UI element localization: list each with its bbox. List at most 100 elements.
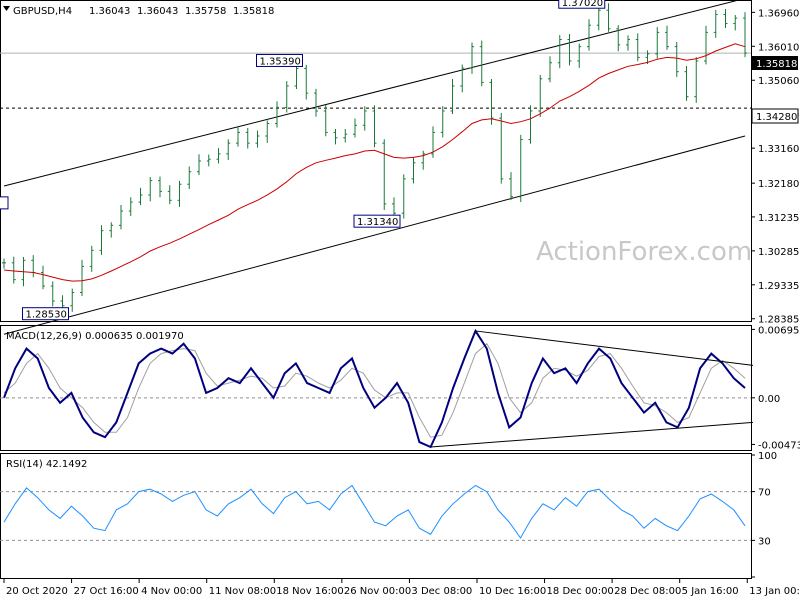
ohlc-bar — [665, 25, 669, 50]
ohlc-bar — [148, 177, 153, 202]
macd-trendline-upper — [475, 330, 754, 366]
price-tick-label: 1.30285 — [758, 247, 799, 258]
rsi-layer — [0, 484, 751, 541]
ohlc-bar — [333, 129, 338, 145]
macd-panel-frame — [0, 325, 752, 451]
ohlc-bar — [743, 12, 747, 58]
price-annotation: 1.28530 — [22, 307, 69, 321]
ohlc-bar — [41, 265, 45, 290]
ohlc-bar — [372, 105, 377, 148]
ohlc-bar — [314, 88, 318, 117]
time-tick-label: 5 Jan 16:00 — [682, 586, 739, 597]
ohlc-bar — [323, 104, 328, 137]
macd-tick-label: 0.00 — [758, 394, 780, 405]
ohlc-bar — [99, 225, 104, 255]
ohlc-bar — [704, 25, 708, 65]
ohlc-bar — [548, 56, 552, 83]
left-edge-annotation — [0, 196, 9, 210]
rsi-title: RSI(14) 42.1492 — [6, 459, 87, 470]
ohlc-bar — [206, 154, 211, 167]
rsi-line — [3, 484, 746, 539]
ohlc-bar — [109, 222, 114, 238]
ohlc-bar — [509, 172, 513, 200]
time-tick-label: 18 Dec 00:00 — [547, 586, 614, 597]
current-price-label: 1.35818 — [756, 59, 797, 70]
price-annotation-text: 1.31340 — [357, 217, 398, 228]
rsi-tick-label: 30 — [758, 536, 771, 547]
ohlc-bar — [499, 112, 504, 184]
symbol-label: GBPUSD,H4 — [13, 6, 72, 17]
ohlc-bar — [401, 174, 406, 219]
ohlc-bar — [167, 185, 172, 205]
ohlc-bar — [236, 125, 240, 147]
price-tick-label: 1.35060 — [758, 76, 799, 87]
price-annotation-box — [558, 0, 606, 9]
horizontal-level-label: 1.34280 — [756, 112, 797, 123]
price-tick-label: 1.28385 — [758, 315, 799, 326]
high-value: 1.36043 — [137, 6, 178, 17]
ohlc-bar — [674, 41, 679, 77]
ohlc-bar — [596, 5, 601, 31]
ohlc-bar — [275, 101, 279, 128]
main-price-layer: 1.28530 1.31340 1.35390 1.37020 — [0, 0, 751, 335]
ohlc-bar — [128, 197, 133, 217]
ohlc-bar — [158, 176, 162, 198]
ohlc-bar — [577, 43, 582, 68]
ohlc-bar — [138, 187, 143, 206]
rsi-tick-label: 70 — [758, 488, 771, 499]
time-tick-label: 4 Nov 00:00 — [141, 586, 202, 597]
ohlc-bar — [489, 79, 494, 125]
ohlc-bar — [50, 281, 55, 307]
price-tick-label: 1.36960 — [758, 8, 799, 19]
ohlc-bar — [197, 154, 201, 175]
ohlc-bar — [479, 40, 484, 87]
time-tick-label: 13 Jan 00:00 — [749, 586, 800, 597]
ohlc-bar — [11, 256, 16, 284]
macd-tick-label: 0.006956 — [758, 325, 800, 336]
close-value: 1.35818 — [233, 6, 274, 17]
ohlc-bar — [343, 128, 348, 143]
ohlc-bar — [421, 150, 426, 170]
ohlc-bar — [470, 42, 474, 74]
time-tick-label: 20 Oct 2020 — [6, 586, 68, 597]
open-value: 1.36043 — [89, 6, 130, 17]
ohlc-bar — [382, 139, 387, 210]
price-annotation-text: 1.28530 — [26, 310, 67, 321]
price-tick-label: 1.31235 — [758, 213, 799, 224]
ohlc-bar — [723, 9, 728, 28]
ohlc-bar — [265, 120, 270, 143]
ohlc-bar — [119, 205, 123, 230]
price-annotation-text: 1.35390 — [260, 56, 301, 67]
macd-layer — [0, 328, 754, 449]
ohlc-bar — [616, 25, 621, 52]
ohlc-bar — [353, 118, 357, 138]
time-tick-label: 11 Nov 08:00 — [209, 586, 276, 597]
ohlc-bar — [635, 33, 640, 62]
price-tick-label: 1.29335 — [758, 281, 799, 292]
ohlc-bar — [89, 245, 94, 272]
main-panel-frame — [0, 0, 752, 322]
channel-line-upper — [3, 0, 741, 187]
ohlc-bar — [245, 127, 250, 149]
ohlc-bar — [216, 148, 221, 164]
ohlc-bar — [411, 157, 416, 184]
rsi-tick-label: 100 — [758, 451, 777, 462]
ohlc-bar — [713, 9, 718, 38]
horizontal-level-box — [751, 108, 799, 124]
ohlc-bar — [392, 197, 396, 217]
price-annotation-box — [256, 53, 303, 67]
price-annotation-box — [22, 307, 69, 321]
ohlc-bar — [538, 74, 543, 118]
price-tick-label: 1.33160 — [758, 144, 799, 155]
time-tick-label: 18 Nov 16:00 — [276, 586, 343, 597]
ohlc-bar — [606, 3, 611, 32]
ohlc-bar — [655, 27, 660, 59]
watermark: ActionForex.com — [536, 237, 752, 267]
time-tick-label: 27 Oct 16:00 — [74, 586, 139, 597]
ohlc-bar — [80, 259, 84, 296]
ohlc-bar — [567, 34, 572, 66]
rsi-panel-frame — [0, 453, 752, 579]
ohlc-bar — [440, 106, 445, 138]
